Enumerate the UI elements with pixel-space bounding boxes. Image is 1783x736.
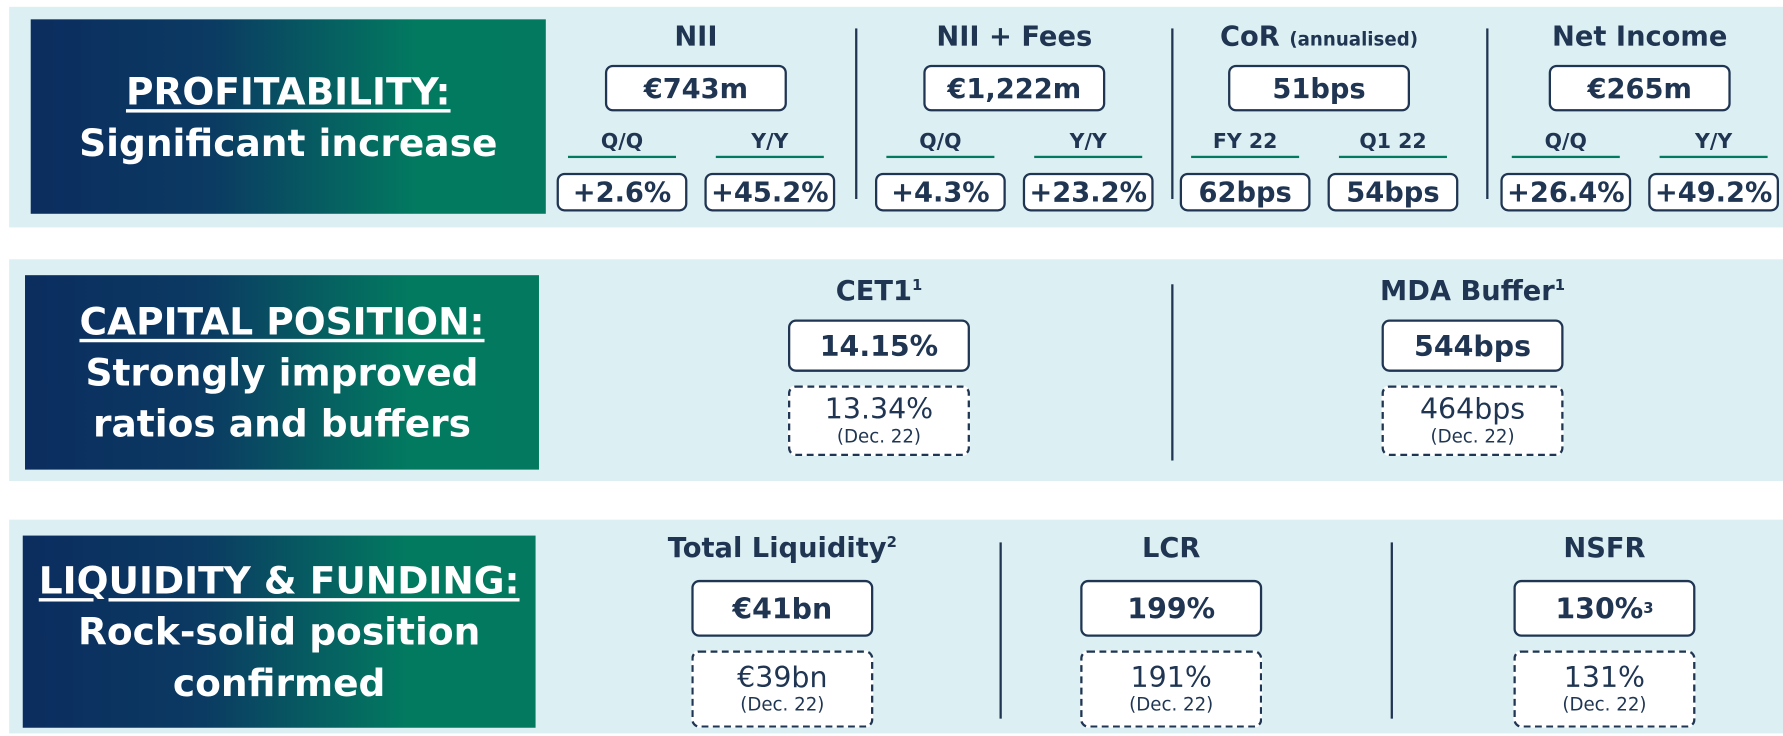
- prior-box: 464bps (Dec. 22): [1381, 385, 1564, 456]
- comparison-box: +26.4%: [1500, 172, 1632, 212]
- prior-label: (Dec. 22): [1129, 693, 1214, 716]
- prior-label: (Dec. 22): [1430, 425, 1515, 447]
- metric-title: LCR: [1142, 532, 1200, 564]
- footnote: 1: [911, 277, 923, 295]
- comparison-value: +45.2%: [711, 176, 829, 209]
- comparison-label: Y/Y: [1034, 130, 1143, 159]
- prior-value: €39bn: [737, 660, 828, 694]
- comparison-label: Y/Y: [715, 130, 824, 159]
- comparison-value: +23.2%: [1029, 176, 1147, 209]
- comparison-value: +26.4%: [1507, 176, 1625, 209]
- divider: [855, 28, 858, 199]
- value: 14.15%: [819, 329, 939, 363]
- comparison-value: +49.2%: [1654, 176, 1773, 209]
- value-box: 51bps: [1228, 64, 1411, 112]
- comparison-box: +23.2%: [1022, 172, 1154, 212]
- value: 544bps: [1414, 329, 1532, 363]
- metric-title: MDA Buffer1: [1380, 275, 1565, 307]
- value-box: 130% 3: [1513, 579, 1696, 637]
- metric-label: Net Income: [1552, 20, 1728, 53]
- comparison-label: Y/Y: [1659, 130, 1768, 159]
- footnote: 1: [1554, 277, 1566, 295]
- prior-value: 191%: [1130, 660, 1212, 694]
- footnote: 2: [886, 534, 897, 552]
- comparison-label: FY 22: [1191, 130, 1300, 159]
- value-box: 14.15%: [788, 319, 970, 372]
- prior-box: 131% (Dec. 22): [1513, 650, 1696, 728]
- metric-label: NII: [674, 20, 718, 53]
- value: €265m: [1587, 72, 1692, 105]
- value: 199%: [1127, 591, 1216, 625]
- prior-label: (Dec. 22): [836, 425, 922, 447]
- comparison-box: 54bps: [1327, 172, 1459, 212]
- comparison-value: 62bps: [1198, 176, 1292, 209]
- section-title: LIQUIDITY & FUNDING:: [38, 558, 520, 603]
- value-box: €743m: [604, 64, 787, 112]
- value: 130%: [1555, 591, 1644, 625]
- divider: [999, 542, 1002, 719]
- value: €41bn: [732, 591, 833, 625]
- comparison-box: 62bps: [1179, 172, 1311, 212]
- metric-title: NII: [674, 20, 717, 52]
- comparison-label: Q/Q: [1511, 130, 1620, 159]
- comparison-box: +4.3%: [874, 172, 1006, 212]
- metric-title: Net Income: [1552, 20, 1727, 52]
- section-title: CAPITAL POSITION:: [79, 299, 485, 344]
- metric-label: Total Liquidity: [667, 532, 887, 565]
- comparison-box: +49.2%: [1648, 172, 1779, 212]
- metric-title: CoR (annualised): [1220, 20, 1418, 52]
- metric-label: MDA Buffer: [1380, 275, 1555, 308]
- value-box: €265m: [1548, 64, 1731, 112]
- value: 51bps: [1272, 72, 1366, 105]
- value-box: €1,222m: [923, 64, 1106, 112]
- prior-box: 191% (Dec. 22): [1080, 650, 1263, 728]
- comparison-label: Q/Q: [567, 130, 677, 159]
- value-box: 199%: [1080, 579, 1263, 637]
- value-box: 544bps: [1381, 319, 1564, 372]
- section-subtitle: Strongly improved: [85, 350, 479, 395]
- prior-label: (Dec. 22): [740, 693, 825, 716]
- section-subtitle: Significant increase: [79, 119, 498, 165]
- footnote: 3: [1643, 599, 1654, 617]
- metric-note: (annualised): [1289, 28, 1419, 51]
- comparison-label: Q1 22: [1338, 130, 1447, 159]
- prior-label: (Dec. 22): [1562, 693, 1647, 716]
- value-box: €41bn: [691, 579, 874, 637]
- section-label: PROFITABILITY: Significant increase: [30, 19, 546, 214]
- metric-title: NSFR: [1563, 532, 1645, 564]
- metric-label: CET1: [835, 275, 912, 308]
- divider: [1171, 28, 1174, 199]
- value: €1,222m: [947, 72, 1082, 105]
- section-subtitle: Rock-solid position: [77, 609, 481, 654]
- divider: [1486, 28, 1489, 199]
- divider: [1171, 284, 1174, 461]
- metric-label: LCR: [1141, 532, 1201, 565]
- comparison-label: Q/Q: [886, 130, 995, 159]
- divider: [1390, 542, 1393, 719]
- section-label: LIQUIDITY & FUNDING: Rock-solid position c…: [22, 535, 536, 728]
- section-subtitle: confirmed: [172, 660, 386, 706]
- metric-title: CET11: [836, 275, 923, 307]
- comparison-value: 54bps: [1346, 176, 1440, 209]
- metric-title: NII + Fees: [936, 20, 1092, 52]
- prior-value: 464bps: [1419, 392, 1526, 426]
- section-subtitle: ratios and buffers: [92, 401, 472, 446]
- metric-title: Total Liquidity2: [668, 532, 897, 564]
- prior-box: 13.34% (Dec. 22): [788, 385, 970, 456]
- prior-box: €39bn (Dec. 22): [691, 650, 874, 728]
- prior-value: 131%: [1563, 660, 1646, 694]
- comparison-value: +2.6%: [572, 176, 672, 209]
- section-title: PROFITABILITY:: [125, 68, 451, 114]
- comparison-value: +4.3%: [891, 176, 990, 209]
- metric-label: NII + Fees: [936, 20, 1093, 53]
- comparison-box: +45.2%: [704, 172, 836, 212]
- value: €743m: [643, 72, 749, 105]
- metric-label: NSFR: [1563, 532, 1646, 565]
- comparison-box: +2.6%: [556, 172, 688, 212]
- section-label: CAPITAL POSITION: Strongly improved ratios…: [25, 275, 539, 470]
- prior-value: 13.34%: [824, 392, 934, 426]
- metric-label: CoR: [1220, 20, 1280, 53]
